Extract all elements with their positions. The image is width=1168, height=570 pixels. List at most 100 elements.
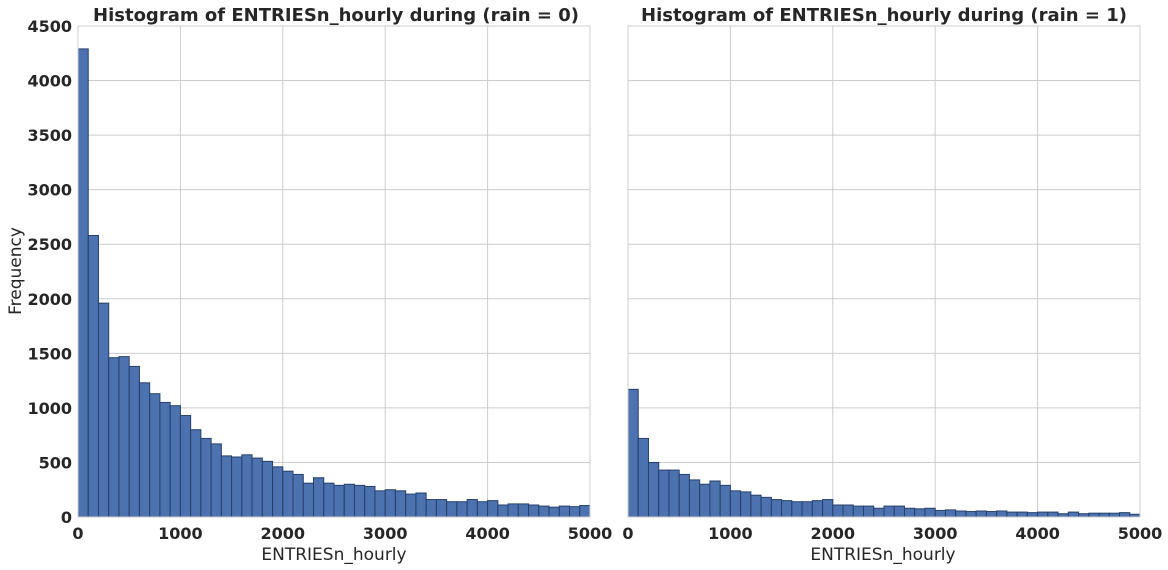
y-tick-label: 3000 — [27, 181, 72, 200]
histogram-bar — [118, 356, 130, 518]
histogram-bar — [975, 510, 987, 518]
histogram-bar — [159, 401, 171, 518]
chart-title: Histogram of ENTRIESn_hourly during (rai… — [93, 5, 579, 26]
bars — [627, 388, 1141, 518]
histogram-bar — [446, 501, 458, 518]
x-tick-label: 3000 — [363, 524, 408, 543]
x-tick-label: 5000 — [568, 524, 613, 543]
histogram-bar — [548, 506, 560, 518]
histogram-bar — [241, 454, 253, 518]
histogram-bar — [1016, 511, 1028, 518]
histogram-bar — [384, 489, 396, 518]
histogram-bar — [190, 429, 202, 518]
histogram-bar — [405, 493, 417, 518]
x-tick-label: 2000 — [811, 524, 856, 543]
x-tick-label: 2000 — [261, 524, 306, 543]
y-tick-label: 4000 — [27, 72, 72, 91]
histogram-bar — [528, 504, 540, 518]
y-tick-labels: 0 500 1000 1500 2000 2500 3000 3500 4000 4500 — [27, 17, 72, 527]
histogram-bar — [374, 490, 386, 518]
histogram-bar — [108, 357, 120, 518]
gridlines — [627, 25, 1141, 518]
x-tick-label: 3000 — [913, 524, 958, 543]
histogram-bar — [1088, 512, 1100, 518]
histogram-bar — [1119, 512, 1131, 518]
y-tick-label: 1500 — [27, 344, 72, 363]
y-tick-label: 2500 — [27, 235, 72, 254]
histogram-bar — [507, 503, 519, 518]
x-tick-labels: 0 1000 2000 3000 4000 5000 — [72, 524, 612, 543]
histogram-bar — [394, 490, 407, 518]
x-axis-label: ENTRIESn_hourly — [810, 545, 955, 565]
plot-frame — [627, 25, 1141, 518]
histogram-bar — [128, 365, 140, 518]
histogram-bar — [832, 504, 844, 518]
histogram-bar — [811, 500, 824, 518]
panel-rain-0: 0 500 1000 1500 2000 2500 3000 3500 4000 4500 0 10… — [6, 5, 612, 565]
bars — [77, 48, 591, 518]
x-tick-label: 1000 — [158, 524, 203, 543]
histogram-bar — [842, 504, 854, 518]
histogram-bar — [302, 482, 315, 518]
histogram-bar — [466, 499, 478, 518]
x-tick-label: 4000 — [465, 524, 510, 543]
histogram-bar — [740, 491, 752, 518]
plot-frame — [77, 25, 591, 518]
panel-rain-1: 0 1000 2000 3000 4000 5000 Histogram of ENTRI… — [622, 5, 1162, 565]
histogram-bar — [149, 393, 161, 518]
histogram-bar — [750, 494, 762, 518]
histogram-bar — [353, 484, 366, 518]
histogram-bar — [1108, 512, 1121, 518]
histogram-bar — [364, 485, 376, 518]
histogram-bar — [1037, 511, 1049, 518]
histogram-bar — [456, 501, 468, 518]
x-tick-label: 0 — [622, 524, 633, 543]
histogram-bar — [220, 455, 233, 518]
histogram-bar — [985, 511, 998, 518]
histogram-bar — [863, 505, 875, 518]
histogram-bar — [770, 499, 783, 518]
histogram-bar — [231, 456, 243, 518]
x-tick-labels: 0 1000 2000 3000 4000 5000 — [622, 524, 1162, 543]
x-axis-label: ENTRIESn_hourly — [261, 545, 406, 565]
y-tick-label: 3500 — [27, 126, 72, 145]
histogram-bar — [1026, 512, 1039, 518]
x-tick-label: 4000 — [1015, 524, 1060, 543]
histogram-bar — [709, 480, 721, 518]
histogram-bar — [637, 437, 649, 518]
histogram-bar — [1006, 511, 1018, 518]
histogram-bar — [138, 382, 151, 518]
histogram-bar — [497, 504, 509, 518]
histogram-bar — [415, 492, 427, 518]
histogram-bar — [251, 457, 263, 518]
histogram-bar — [627, 388, 639, 518]
histogram-bar — [903, 507, 916, 518]
histogram-bar — [781, 500, 793, 518]
chart-title: Histogram of ENTRIESn_hourly during (rai… — [641, 5, 1127, 26]
histogram-bar — [87, 234, 99, 518]
histogram-bar — [893, 505, 905, 518]
histogram-bar — [729, 490, 742, 518]
histogram-bar — [699, 483, 711, 518]
histogram-bar — [873, 507, 885, 518]
histogram-bar — [883, 505, 895, 518]
y-tick-label: 500 — [39, 453, 72, 472]
histogram-bar — [965, 511, 977, 518]
x-tick-label: 5000 — [1118, 524, 1163, 543]
histogram-bar — [760, 496, 772, 518]
histogram-bar — [801, 501, 813, 518]
histogram-bar — [719, 484, 731, 518]
histogram-bar — [97, 302, 110, 518]
x-tick-label: 0 — [72, 524, 83, 543]
histogram-bar — [924, 507, 936, 518]
histogram-bar — [476, 501, 489, 518]
axes-frame — [77, 25, 591, 518]
histogram-bar — [313, 477, 325, 518]
histogram-bar — [517, 503, 530, 518]
histogram-bar — [169, 405, 181, 518]
y-axis-label: Frequency — [6, 227, 26, 315]
histogram-bar — [558, 505, 571, 518]
histogram-bar — [579, 505, 591, 518]
y-tick-label: 1000 — [27, 399, 72, 418]
